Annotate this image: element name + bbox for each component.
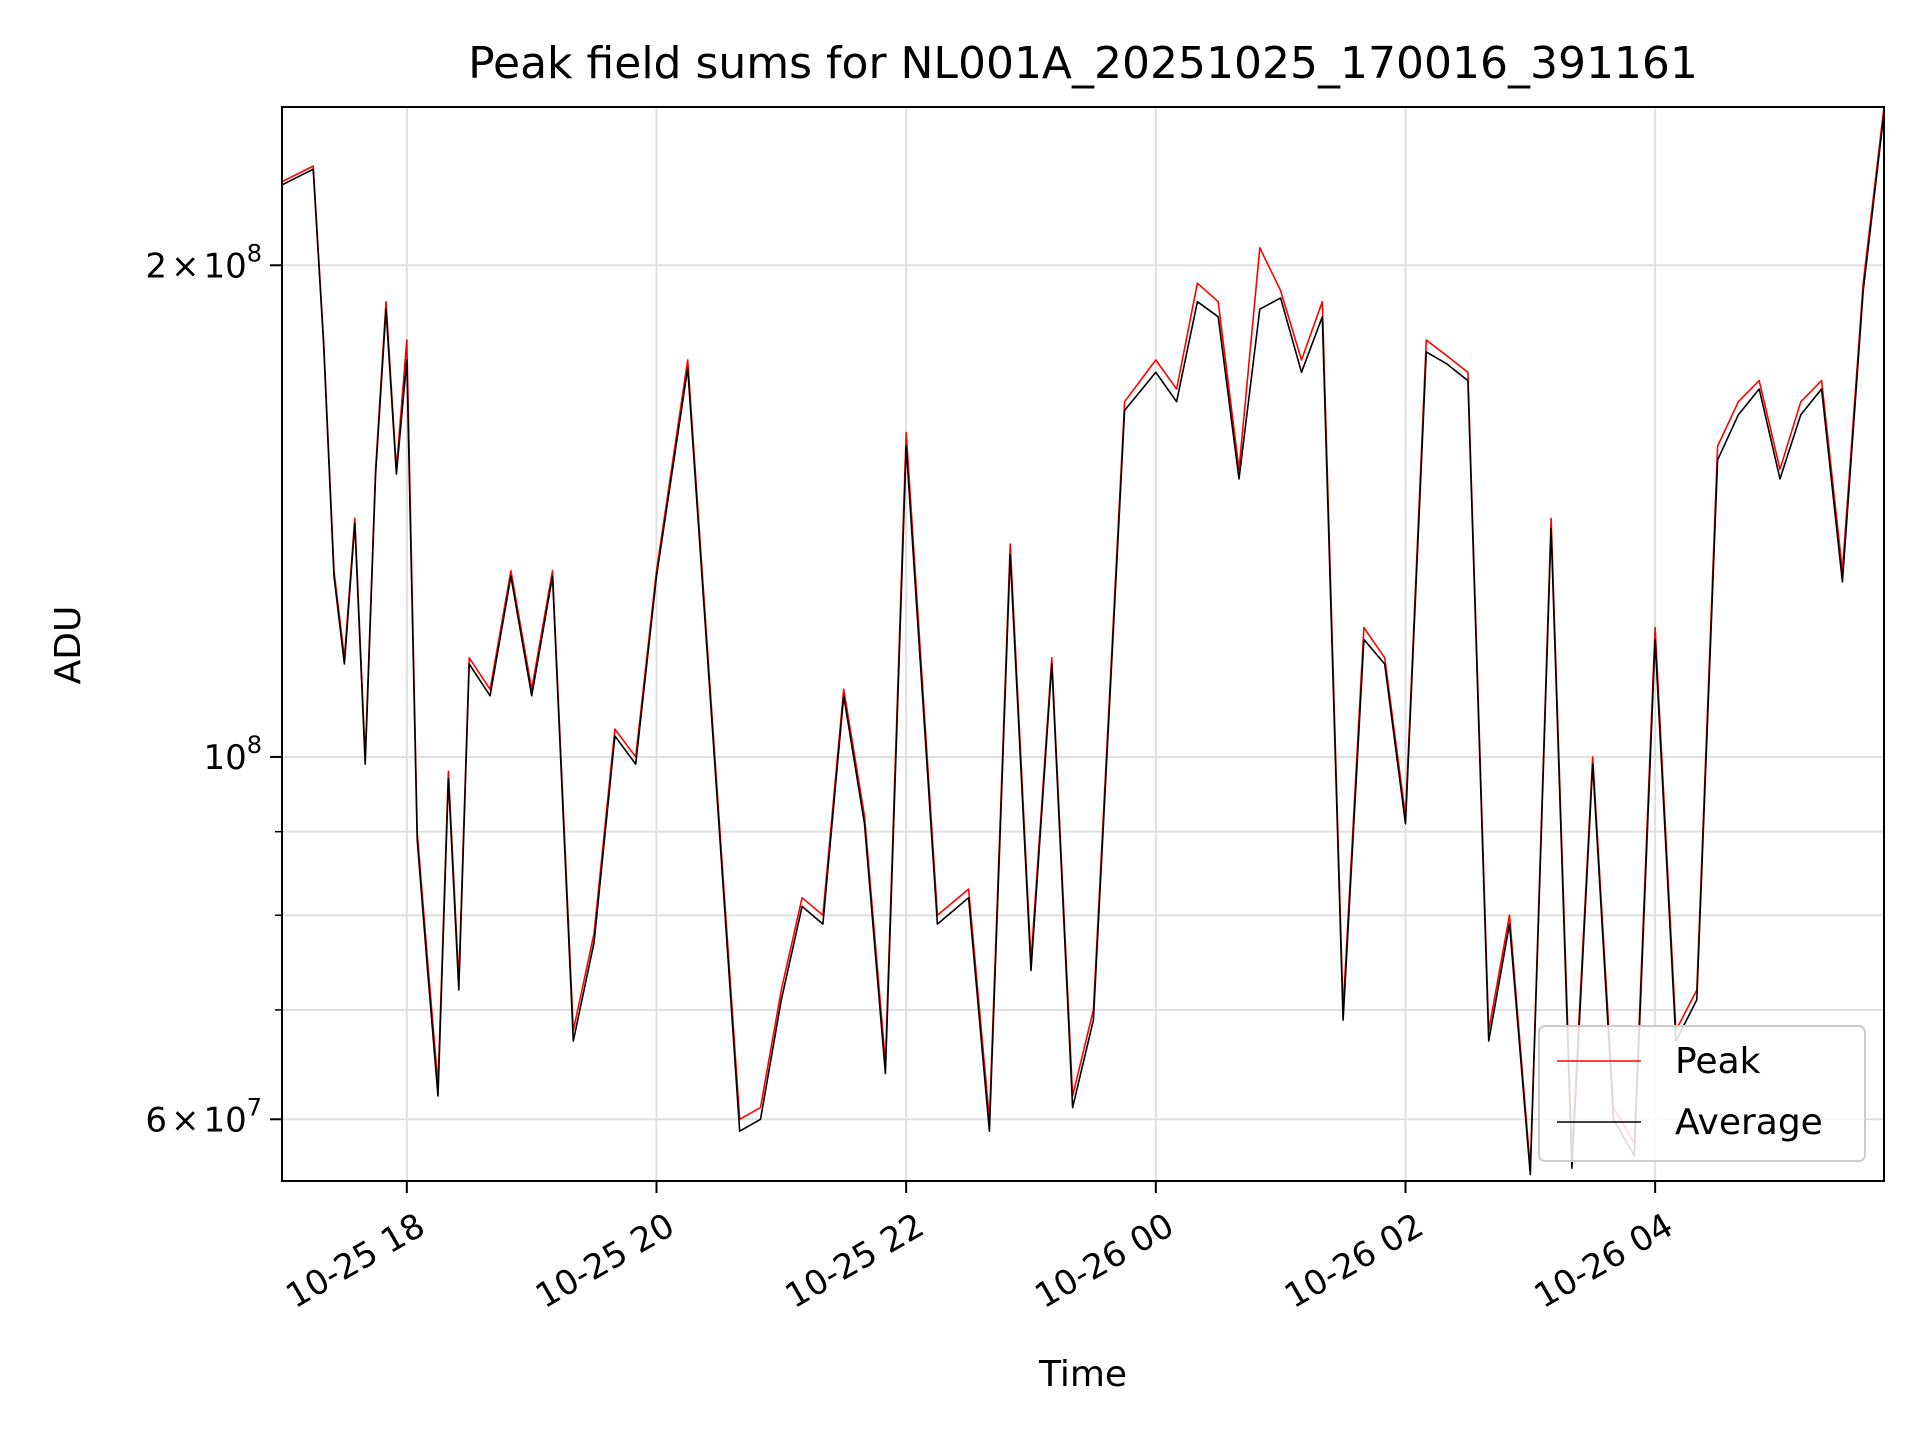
x-axis-label: Time xyxy=(1038,1354,1127,1395)
y-tick-exponent: 7 xyxy=(247,1093,262,1121)
y-tick-exponent: 8 xyxy=(247,239,262,267)
chart-title: Peak field sums for NL001A_20251025_1700… xyxy=(468,38,1698,89)
y-axis-label: ADU xyxy=(48,606,89,685)
legend-average-label: Average xyxy=(1675,1102,1823,1143)
y-tick-label: 2 × 108 xyxy=(145,239,262,286)
legend: Peak Average xyxy=(1538,1025,1866,1162)
y-tick-base: 10 xyxy=(203,738,246,778)
y-tick-base: 10 xyxy=(203,1100,246,1140)
y-tick-times: × xyxy=(171,1100,200,1140)
series-average-line xyxy=(282,112,1884,1176)
y-tick-label: 108 xyxy=(203,731,262,778)
legend-box xyxy=(1538,1025,1866,1162)
legend-peak-label: Peak xyxy=(1675,1041,1761,1082)
y-tick-mantissa: 2 xyxy=(145,246,167,286)
y-tick-label: 6 × 107 xyxy=(145,1093,262,1140)
y-tick-times: × xyxy=(171,246,200,286)
y-tick-mantissa: 6 xyxy=(145,1100,167,1140)
series-layer xyxy=(282,107,1884,1176)
plot-frame xyxy=(281,106,1885,1182)
y-tick-base: 10 xyxy=(203,246,246,286)
y-tick-exponent: 8 xyxy=(247,731,262,759)
